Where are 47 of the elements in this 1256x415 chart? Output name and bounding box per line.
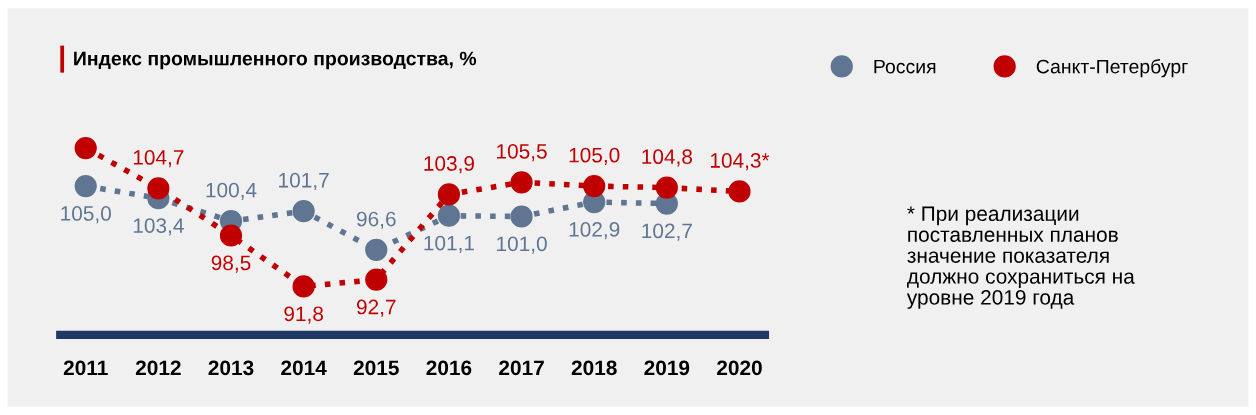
x-tick-label: 2011 (63, 360, 108, 376)
data-label: 96,6 (356, 211, 396, 229)
legend-label: Россия (874, 59, 936, 74)
point (655, 176, 678, 199)
point (583, 174, 606, 198)
point (219, 224, 243, 247)
data-label: 91,8 (284, 306, 323, 324)
data-label: 103,4 (133, 218, 184, 236)
data-label: 98,5 (211, 255, 251, 273)
point (510, 205, 533, 228)
data-label: 103,9 (424, 156, 474, 174)
data-label: 102,7 (642, 223, 692, 241)
data-label: 105,0 (61, 206, 111, 224)
point (437, 204, 461, 227)
data-label: 101,0 (497, 236, 547, 254)
point (437, 183, 461, 206)
point (292, 200, 315, 223)
data-label: 101,7 (279, 172, 329, 191)
point (74, 136, 97, 160)
x-tick-label: 2016 (426, 360, 472, 376)
data-label: 102,9 (569, 222, 620, 240)
x-tick-label: 2014 (281, 360, 327, 376)
point (74, 174, 97, 198)
x-tick-label: 2018 (571, 360, 617, 376)
point (510, 171, 533, 194)
point (292, 275, 315, 298)
x-tick-label: 2017 (499, 360, 544, 376)
data-label: 100,4 (206, 182, 257, 200)
x-tick-label: 2012 (135, 360, 181, 376)
legend-label: Санкт-Петербург (1036, 59, 1188, 78)
data-label: 104,3* (710, 153, 770, 171)
point (728, 180, 751, 203)
x-tick-label: 2015 (353, 360, 399, 376)
data-label: 101,1 (424, 235, 474, 253)
point (365, 238, 388, 262)
text: * При реализации поставленных планов значение показателя должно сохраниться на уровне 2019 года (906, 206, 1135, 309)
data-label: 104,7 (133, 150, 184, 168)
data-label: 104,8 (642, 149, 692, 167)
x-tick-label: 2013 (208, 360, 254, 376)
data-label: 105,0 (569, 147, 620, 165)
point (147, 177, 170, 200)
chart-title: Индекс промышленного производства, % (74, 51, 477, 70)
data-label: 92,7 (356, 299, 396, 317)
x-tick-label: 2020 (717, 360, 762, 376)
x-tick-label: 2019 (644, 360, 690, 376)
data-label: 105,5 (497, 143, 547, 162)
point (365, 268, 388, 291)
